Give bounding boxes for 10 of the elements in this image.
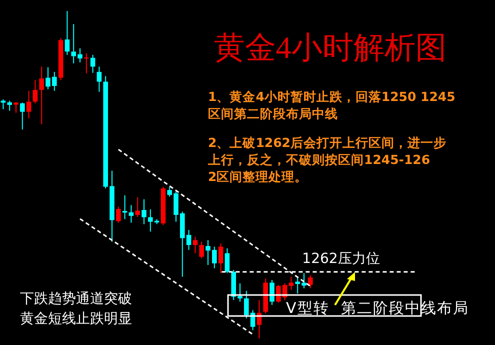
annotation: 2、上破1262后会打开上行区间，进一步 [208, 135, 446, 150]
annotation: 2区间整理处理。 [208, 169, 308, 184]
annotation: 区间第二阶段布局中线 [208, 106, 338, 121]
annotation: 1、黄金4小时暂时止跌，回落1250 1245 [208, 89, 456, 104]
annotation: 上行，反之，不破则按区间1245-126 [207, 152, 430, 167]
ref-line-label: 1262压力位 [302, 250, 380, 267]
text: 黄金4小时解析图 [214, 30, 446, 65]
annotation: V型转 第二阶段中线布局 [286, 299, 469, 317]
annotation: 下跌趋势通道突破 [20, 291, 132, 307]
annotation: 黄金短线止跌明显 [20, 311, 132, 327]
